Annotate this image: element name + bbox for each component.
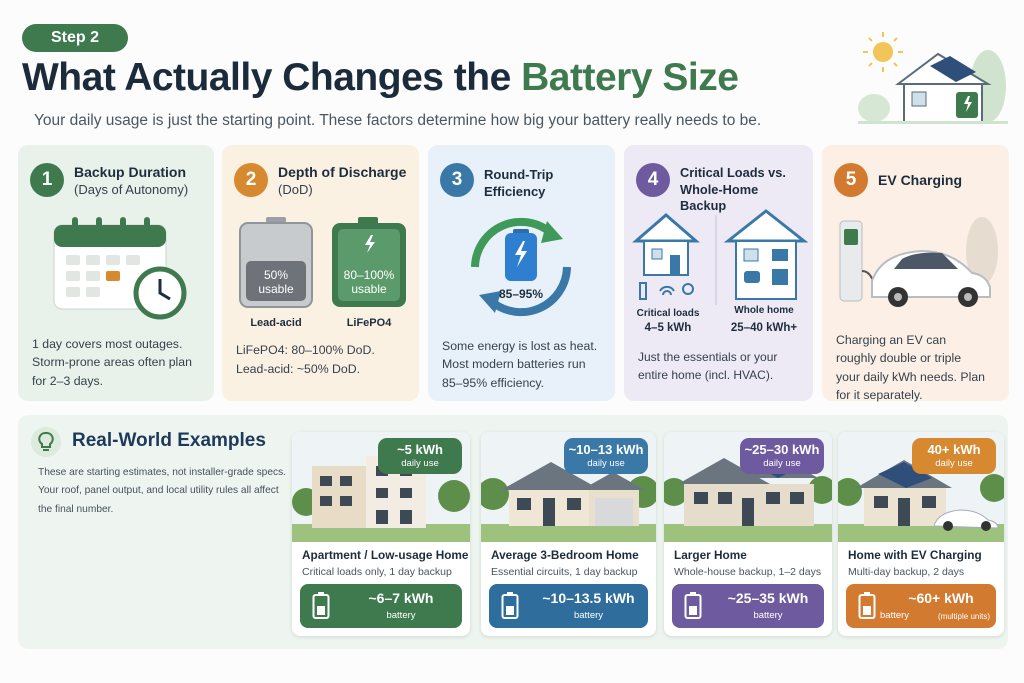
factor-body: Just the essentials or your entire home … (638, 350, 778, 382)
large-home-scene (664, 432, 832, 542)
example-card: 40+ kWh daily use Home with EV Charging M… (838, 432, 1004, 636)
battery-size: ~25–35 kWh (727, 590, 809, 606)
usage-label: daily use (935, 458, 973, 469)
battery-result: ~10–13.5 kWh battery (489, 584, 648, 628)
usage-value: 40+ kWh (927, 442, 981, 457)
battery-result: ~6–7 kWh battery (300, 584, 462, 628)
usage-badge: ~25–30 kWh daily use (740, 438, 824, 474)
usage-badge: ~5 kWh daily use (378, 438, 462, 474)
factor-body: Some energy is lost as heat. Most modern… (442, 339, 598, 390)
example-name: Apartment / Low-usage Home (302, 548, 469, 562)
usage-value: ~10–13 kWh (568, 442, 644, 457)
battery-name: LiFePO4 (346, 317, 392, 329)
step-pill: Step 2 (22, 24, 128, 52)
battery-percent: 50% (263, 268, 289, 282)
battery-size: ~10–13.5 kWh (542, 590, 635, 606)
battery-size: ~60+ kWh (908, 590, 974, 606)
example-details: Multi-day backup, 2 days (848, 566, 965, 578)
factor-card: 3 Round-Trip Efficiency 85–95% Some ener… (428, 145, 615, 401)
battery-usable: usable (351, 282, 387, 296)
battery-label: battery (573, 610, 604, 621)
battery-result: ~60+ kWh battery (multiple units) (846, 584, 996, 628)
factor-number: 5 (834, 163, 868, 197)
battery-name: Lead-acid (250, 317, 302, 329)
usage-value: ~25–30 kWh (744, 442, 820, 457)
factor-body: Charging an EV can roughly double or tri… (836, 333, 986, 403)
example-details: Whole-house backup, 1–2 days (674, 566, 822, 578)
factor-number: 4 (636, 163, 670, 197)
house-illustration (858, 32, 1008, 124)
factor-title: Round-Trip Efficiency (484, 167, 554, 199)
battery-percent: 80–100% (343, 268, 395, 282)
factor-title: EV Charging (878, 172, 963, 188)
examples-note: These are starting estimates, not instal… (38, 467, 287, 478)
battery-label: battery (753, 610, 783, 621)
factor-number: 2 (234, 163, 268, 197)
title-text: What Actually Changes the (22, 56, 511, 99)
load-name: Whole home (734, 305, 794, 316)
example-name: Larger Home (674, 548, 747, 562)
calendar-icon (53, 217, 187, 320)
usage-value: ~5 kWh (397, 442, 443, 457)
battery-icons (239, 217, 406, 308)
usage-label: daily use (587, 458, 625, 469)
battery-glyph (312, 592, 330, 619)
load-value: 4–5 kWh (644, 322, 692, 334)
efficiency-range: 85–95% (498, 287, 544, 301)
factor-body-line: Lead-acid: ~50% DoD. (236, 362, 361, 376)
example-details: Essential circuits, 1 day backup (491, 566, 638, 578)
load-value: 25–40 kWh+ (730, 322, 798, 334)
usage-label: daily use (763, 458, 801, 469)
ev-icon (839, 217, 998, 307)
factor-subtitle: (Days of Autonomy) (74, 182, 189, 197)
ev-home-scene (838, 432, 1004, 542)
battery-size: ~6–7 kWh (368, 590, 434, 606)
factor-card: 4 Critical Loads vs. Whole-Home Backup C… (624, 145, 813, 401)
battery-result: ~25–35 kWh battery (672, 584, 824, 628)
load-name: Critical loads (636, 308, 700, 319)
usage-label: daily use (401, 458, 439, 469)
factor-number: 1 (30, 163, 64, 197)
factor-body-line: LiFePO4: 80–100% DoD. (236, 343, 375, 357)
page-title: What Actually Changes the Battery Size (22, 56, 739, 100)
efficiency-icon (471, 217, 571, 317)
examples-note: Your roof, panel output, and local utili… (38, 485, 279, 516)
battery-label: battery (386, 610, 416, 621)
battery-note: (multiple units) (937, 612, 990, 621)
example-card: ~10–13 kWh daily use Average 3-Bedroom Ho… (481, 432, 656, 636)
factor-subtitle: (DoD) (278, 182, 313, 197)
factor-title: Backup Duration (74, 164, 187, 180)
factor-card: 5 EV Charging Charging an EV can roughly… (822, 145, 1009, 402)
title-highlight: Battery Size (521, 56, 739, 99)
battery-label: battery (880, 610, 910, 621)
example-name: Home with EV Charging (848, 548, 982, 562)
usage-badge: 40+ kWh daily use (912, 438, 996, 474)
factor-title: Depth of Discharge (278, 164, 407, 180)
battery-glyph (501, 592, 519, 619)
example-name: Average 3-Bedroom Home (491, 548, 639, 562)
bulb-icon (31, 427, 61, 457)
factor-card: 2 Depth of Discharge (DoD) 50% usable 80… (222, 145, 419, 401)
battery-usable: usable (258, 282, 294, 296)
battery-glyph (684, 592, 702, 619)
loads-icons (632, 209, 808, 305)
factor-body: 1 day covers most outages. Storm-prone a… (32, 337, 192, 388)
example-card: ~5 kWh daily use Apartment / Low-usage Ho… (292, 432, 470, 636)
factor-title: Critical Loads vs. Whole-Home Backup (680, 165, 786, 214)
usage-badge: ~10–13 kWh daily use (564, 438, 648, 474)
factor-number: 3 (440, 163, 474, 197)
example-card: ~25–30 kWh daily use Larger Home Whole-ho… (664, 432, 832, 636)
examples-title: Real-World Examples (72, 430, 266, 451)
subtitle: Your daily usage is just the starting po… (34, 112, 762, 129)
factor-card: 1 Backup Duration (Days of Autonomy) 1 d… (18, 145, 214, 401)
example-details: Critical loads only, 1 day backup (302, 566, 452, 578)
battery-glyph (858, 592, 876, 619)
